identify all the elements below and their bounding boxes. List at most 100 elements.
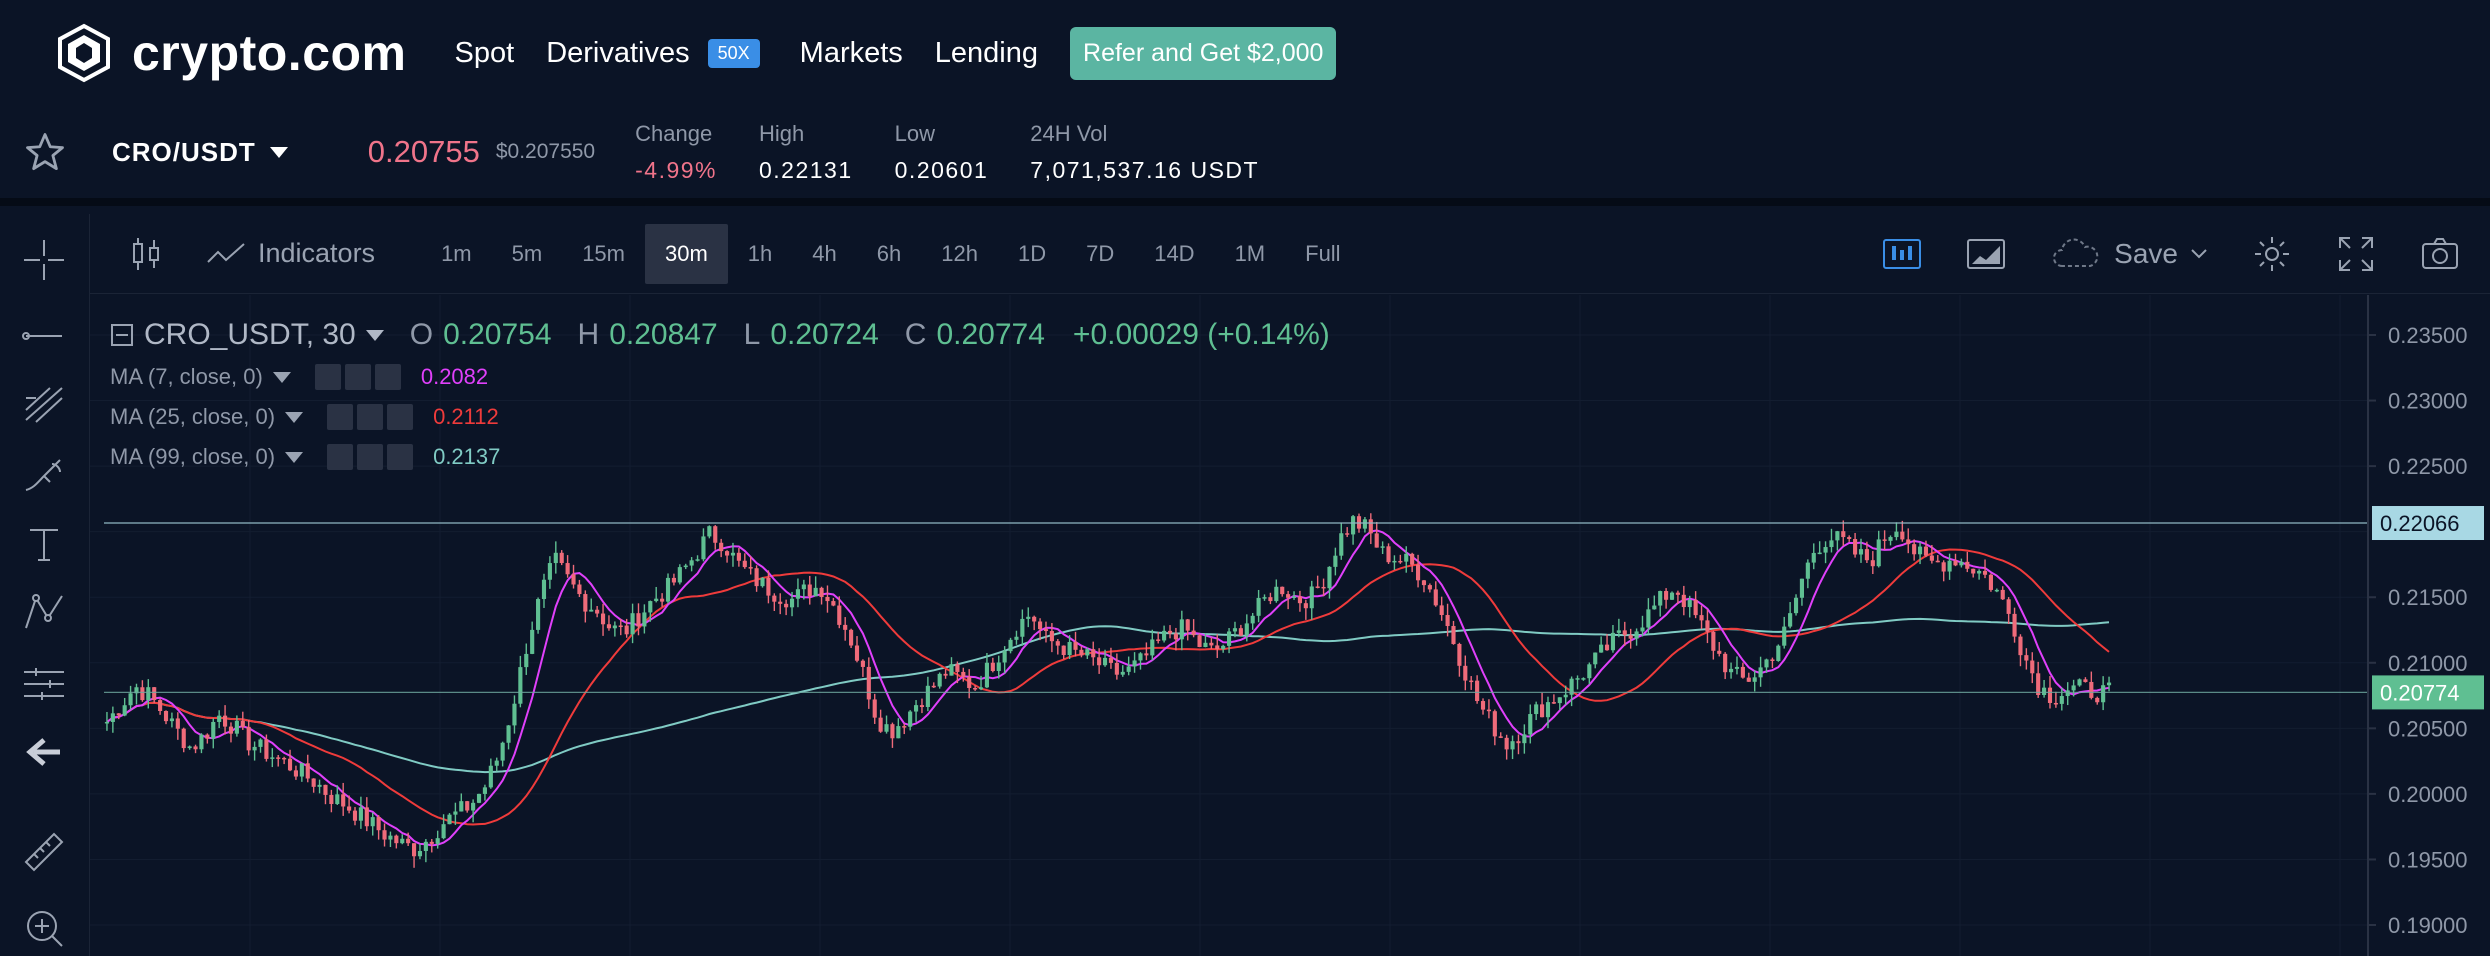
timeframe-1m[interactable]: 1m bbox=[441, 240, 472, 266]
indicators-button[interactable]: Indicators bbox=[206, 234, 375, 274]
eye-icon[interactable] bbox=[327, 444, 354, 470]
close-icon[interactable] bbox=[374, 364, 401, 390]
candle-body bbox=[264, 739, 269, 759]
crosshair-icon[interactable] bbox=[20, 236, 68, 284]
refer-button[interactable]: Refer and Get $2,000 bbox=[1070, 26, 1337, 80]
timeframe-5m[interactable]: 5m bbox=[511, 240, 543, 266]
trading-view-icon[interactable] bbox=[1882, 234, 1922, 274]
nav-lending[interactable]: Lending bbox=[934, 36, 1039, 69]
candle-body bbox=[1043, 629, 1049, 632]
candle-body bbox=[606, 624, 612, 629]
legend-l-label: L bbox=[743, 318, 761, 351]
candle-body bbox=[1008, 639, 1013, 652]
timeframe-30m[interactable]: 30m bbox=[644, 223, 728, 284]
eye-icon[interactable] bbox=[327, 404, 354, 430]
nav-derivatives[interactable]: Derivatives bbox=[546, 36, 690, 69]
nav-markets[interactable]: Markets bbox=[799, 36, 903, 69]
candle-body bbox=[1746, 677, 1751, 682]
caret-down-icon[interactable] bbox=[365, 329, 384, 341]
screenshot-camera-icon[interactable] bbox=[2420, 234, 2460, 274]
candle-body bbox=[1144, 653, 1149, 656]
timeframe-1mo[interactable]: 1M bbox=[1234, 240, 1266, 266]
favorite-star-icon[interactable] bbox=[24, 131, 66, 173]
back-arrow-icon[interactable] bbox=[20, 728, 68, 776]
candle-body bbox=[311, 778, 316, 787]
candle-body bbox=[1717, 650, 1722, 654]
candle-body bbox=[1923, 546, 1929, 556]
ma-controls[interactable] bbox=[327, 444, 414, 470]
last-price-usd: $0.207550 bbox=[495, 140, 596, 163]
candle-body bbox=[707, 526, 712, 537]
fullscreen-icon[interactable] bbox=[2336, 234, 2376, 274]
brand-logo[interactable]: crypto.com bbox=[54, 23, 407, 83]
timeframe-1h[interactable]: 1h bbox=[747, 240, 773, 266]
candle-body bbox=[335, 794, 340, 805]
timeframe-6h[interactable]: 6h bbox=[876, 240, 902, 266]
timeframe-full[interactable]: Full bbox=[1305, 240, 1341, 266]
candle-body bbox=[1740, 666, 1745, 678]
candle-body bbox=[719, 542, 724, 552]
prediction-tool-icon[interactable] bbox=[20, 660, 68, 708]
candle-body bbox=[1356, 516, 1362, 529]
candle-body bbox=[1451, 626, 1456, 644]
candle-body bbox=[1658, 591, 1663, 606]
candle-body bbox=[1061, 645, 1066, 656]
candle-body bbox=[1510, 741, 1515, 750]
fib-tool-icon[interactable] bbox=[20, 380, 68, 428]
gear-icon[interactable] bbox=[357, 444, 384, 470]
candle-body bbox=[158, 700, 163, 712]
gear-icon[interactable] bbox=[344, 364, 371, 390]
trend-line-icon[interactable] bbox=[20, 312, 68, 360]
last-price-label: 0.20774 bbox=[2380, 680, 2460, 705]
candle-body bbox=[252, 746, 257, 751]
candle-body bbox=[1457, 643, 1462, 666]
caret-down-icon[interactable] bbox=[285, 411, 304, 423]
depth-chart-icon[interactable] bbox=[1966, 234, 2006, 274]
candle-body bbox=[1026, 616, 1031, 619]
caret-down-icon[interactable] bbox=[285, 451, 304, 463]
candle-body bbox=[1847, 537, 1852, 540]
candle-body bbox=[423, 841, 428, 852]
zoom-in-icon[interactable] bbox=[20, 904, 68, 952]
gear-icon[interactable] bbox=[357, 404, 384, 430]
save-button[interactable]: Save bbox=[2050, 234, 2208, 274]
ma-controls[interactable] bbox=[327, 404, 414, 430]
ruler-icon[interactable] bbox=[20, 828, 68, 876]
timeframe-15m[interactable]: 15m bbox=[582, 240, 625, 266]
candle-type-icon[interactable] bbox=[126, 234, 166, 274]
timeframe-12h[interactable]: 12h bbox=[941, 240, 978, 266]
eye-icon[interactable] bbox=[314, 364, 341, 390]
pattern-tool-icon[interactable] bbox=[20, 588, 68, 636]
candle-body bbox=[541, 579, 547, 600]
candle-body bbox=[376, 817, 381, 831]
candle-body bbox=[1551, 702, 1556, 704]
collapse-legend-icon[interactable] bbox=[110, 323, 134, 347]
text-tool-icon[interactable] bbox=[20, 520, 68, 568]
candle-body bbox=[1575, 678, 1580, 680]
candle-body bbox=[2030, 660, 2035, 674]
settings-gear-icon[interactable] bbox=[2252, 234, 2292, 274]
candle-body bbox=[1433, 589, 1438, 606]
timeframe-14d[interactable]: 14D bbox=[1154, 240, 1195, 266]
legend-close: 0.20774 bbox=[936, 318, 1045, 351]
candle-body bbox=[1823, 547, 1828, 553]
nav-spot[interactable]: Spot bbox=[454, 36, 515, 69]
timeframe-1d[interactable]: 1D bbox=[1017, 240, 1047, 266]
price-chart[interactable]: 0.23500 0.23000 0.22500 0.22066 0.21500 0.210… bbox=[90, 295, 2490, 956]
candle-body bbox=[1917, 546, 1923, 555]
candle-body bbox=[1782, 626, 1787, 646]
candle-body bbox=[1534, 704, 1539, 715]
close-icon[interactable] bbox=[387, 444, 414, 470]
caret-down-icon[interactable] bbox=[272, 371, 291, 383]
chart-grid bbox=[90, 295, 2368, 956]
pair-selector[interactable]: CRO/USDT bbox=[112, 137, 288, 168]
timeframe-7d[interactable]: 7D bbox=[1086, 240, 1115, 266]
timeframe-4h[interactable]: 4h bbox=[812, 240, 837, 266]
candle-body bbox=[163, 711, 169, 722]
ma-controls[interactable] bbox=[314, 364, 401, 390]
candle-body bbox=[1788, 613, 1793, 627]
candle-body bbox=[908, 711, 913, 727]
brush-icon[interactable] bbox=[20, 450, 68, 498]
close-icon[interactable] bbox=[387, 404, 414, 430]
candle-body bbox=[660, 598, 665, 602]
